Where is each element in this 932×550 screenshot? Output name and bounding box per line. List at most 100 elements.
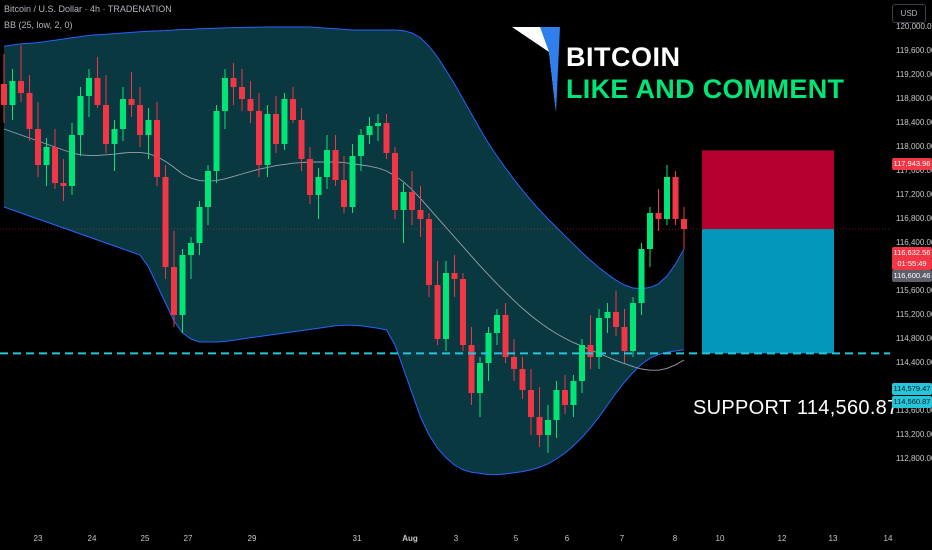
time-tick-label: 5 <box>513 534 519 543</box>
candle-body <box>400 192 407 210</box>
candle-body <box>94 78 101 105</box>
candle-body <box>26 93 33 129</box>
candle-body <box>154 120 160 177</box>
candle-body <box>239 87 245 99</box>
candle-body <box>409 192 415 210</box>
currency-button[interactable]: USD <box>892 4 926 23</box>
candle-body <box>528 390 534 417</box>
candle-body <box>298 120 305 159</box>
candle-body <box>434 285 441 339</box>
price-tick-label: 118,000.00 <box>896 142 932 151</box>
candle-body <box>536 417 543 435</box>
candle-body <box>638 249 645 303</box>
indicator-legend[interactable]: BB (25, low, 2, 0) <box>4 20 73 30</box>
time-tick-label: 13 <box>828 534 838 543</box>
target-zone-box <box>702 150 834 230</box>
candle-body <box>655 213 662 219</box>
candle-body <box>502 315 509 357</box>
candle-body <box>358 135 364 156</box>
stop-zone-box <box>702 229 834 354</box>
candle-body <box>383 123 390 153</box>
candle-body <box>162 177 169 267</box>
price-tick-label: 113,600.00 <box>896 406 932 415</box>
price-tick-label: 112,800.00 <box>896 454 932 463</box>
candle-body <box>613 312 619 327</box>
support-price-label-a: 114,579.47 <box>892 383 932 395</box>
price-tick-label: 114,400.00 <box>896 358 932 367</box>
candle-body <box>188 243 194 255</box>
price-tick-label: 117,200.00 <box>896 190 932 199</box>
price-tick-label: 119,200.00 <box>896 70 932 79</box>
time-tick-label: 8 <box>672 534 678 543</box>
candle-body <box>179 255 186 315</box>
candle-body <box>60 183 67 186</box>
candle-body <box>43 147 50 165</box>
candle-body <box>247 99 254 111</box>
candle-body <box>1 84 7 105</box>
candle-body <box>324 150 330 177</box>
candle-body <box>290 99 296 120</box>
price-tick-label: 113,200.00 <box>896 430 932 439</box>
candle-body <box>222 78 228 111</box>
time-tick-label: 27 <box>183 534 193 543</box>
candle-body <box>392 153 398 210</box>
candle-body <box>630 303 636 351</box>
candle-body <box>468 345 475 393</box>
price-tick-label: 116,400.00 <box>896 238 932 247</box>
candle-body <box>213 111 220 171</box>
candle-body <box>375 123 381 126</box>
time-tick-label: Aug <box>402 534 418 543</box>
candle-body <box>672 177 679 219</box>
candle-body <box>366 126 373 135</box>
symbol-title: Bitcoin / U.S. Dollar · 4h · TRADENATION <box>4 4 172 14</box>
candle-body <box>545 420 551 435</box>
candle-body <box>426 219 432 285</box>
price-tick-label: 115,600.00 <box>896 286 932 295</box>
candle-body <box>9 81 16 105</box>
candle-body <box>553 390 560 420</box>
candle-body <box>341 180 347 207</box>
candle-body <box>562 390 568 405</box>
candle-body <box>519 369 526 390</box>
candle-body <box>604 312 611 318</box>
candle-body <box>52 147 58 183</box>
brand-title: BITCOIN <box>566 42 681 72</box>
price-tick-label: 119,600.00 <box>896 46 932 55</box>
candle-body <box>587 345 594 357</box>
target-price-label: 117,943.96 <box>892 158 932 170</box>
price-tick-label: 116,800.00 <box>896 214 932 223</box>
candle-body <box>647 213 653 249</box>
candle-body <box>111 129 118 144</box>
candle-body <box>35 129 41 165</box>
countdown-label: 01:55:49 <box>892 258 932 270</box>
candle-body <box>315 177 322 195</box>
candle-body <box>443 273 449 339</box>
price-tick-label: 114,800.00 <box>896 334 932 343</box>
price-tick-label: 120,000.00 <box>896 22 932 31</box>
current-price-label: 116,632.56 <box>892 247 932 259</box>
candle-body <box>451 273 458 279</box>
sma-price-label: 116,600.46 <box>892 270 932 282</box>
candle-body <box>417 210 424 219</box>
candle-body <box>264 114 271 165</box>
candle-body <box>621 327 628 351</box>
candle-body <box>664 177 670 219</box>
time-tick-label: 24 <box>87 534 97 543</box>
candle-body <box>69 135 75 186</box>
bollinger-upper-line <box>3 26 685 290</box>
support-price-label-b: 114,560.87 <box>892 396 932 408</box>
brand-logo-accent-icon <box>540 27 560 112</box>
candle-body <box>230 78 237 87</box>
candle-body <box>256 111 262 165</box>
candle-body <box>494 315 500 333</box>
time-tick-label: 10 <box>715 534 725 543</box>
time-tick-label: 3 <box>453 534 459 543</box>
candle-body <box>77 96 84 135</box>
candle-body <box>128 99 135 105</box>
candle-body <box>332 150 339 180</box>
brand-subtitle: LIKE AND COMMENT <box>566 74 845 104</box>
candle-body <box>307 159 313 195</box>
candle-body <box>205 171 211 207</box>
time-tick-label: 23 <box>33 534 43 543</box>
